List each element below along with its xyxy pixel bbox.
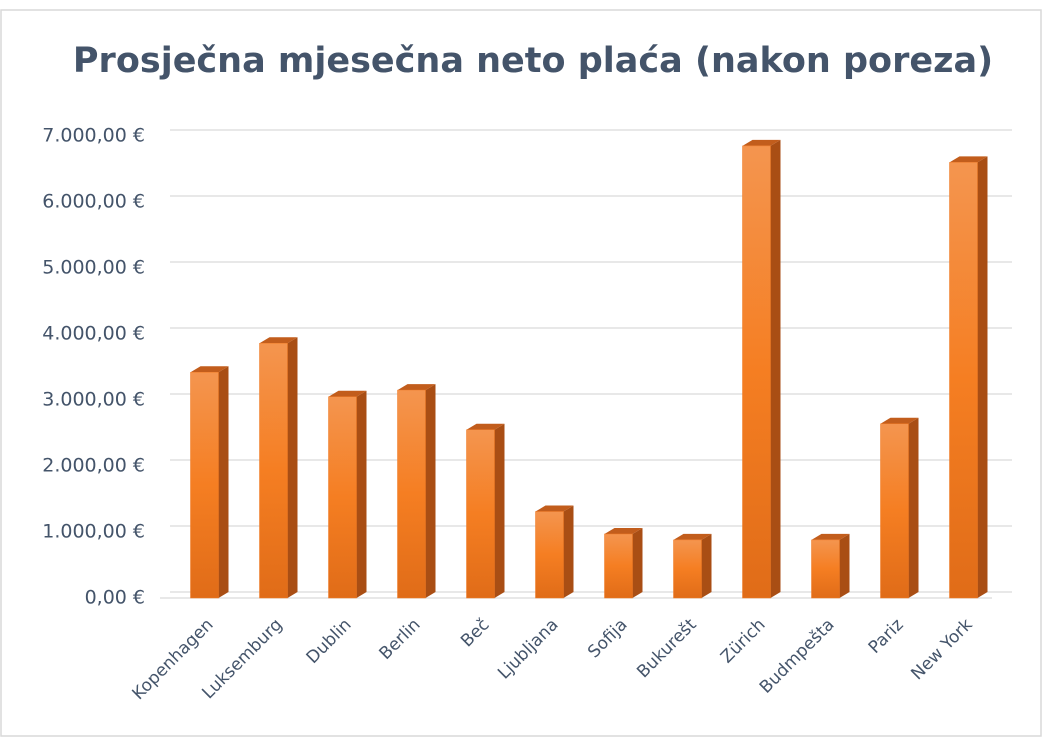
bar	[673, 533, 712, 599]
bar-front	[190, 372, 219, 599]
bar-front	[811, 539, 840, 599]
bar-side	[632, 527, 643, 598]
bar-top	[673, 533, 712, 540]
chart-frame	[0, 9, 1042, 737]
bar-side	[494, 423, 505, 598]
bar-front	[259, 342, 288, 599]
bar-side	[977, 156, 988, 598]
bar-top	[466, 423, 505, 430]
y-tick-label: 6.000,00 €	[42, 191, 145, 213]
bar	[259, 337, 298, 599]
bar-top	[604, 527, 643, 534]
bar-side	[770, 139, 781, 598]
bar-front	[328, 396, 357, 599]
bar	[466, 423, 505, 599]
bar-front	[742, 145, 771, 599]
bar-top	[190, 366, 229, 373]
bar-top	[259, 337, 298, 344]
bar	[880, 417, 919, 599]
y-tick-label: 4.000,00 €	[42, 323, 145, 345]
bar-top	[397, 384, 436, 391]
bar	[535, 505, 574, 599]
bar-front	[604, 533, 633, 599]
bar-top	[949, 156, 988, 163]
bar-side	[287, 337, 298, 598]
y-tick-label: 0,00 €	[85, 587, 145, 609]
bar-front	[880, 423, 909, 599]
bar-top	[742, 139, 781, 146]
bar	[328, 390, 367, 599]
bar	[397, 384, 436, 599]
bar-side	[839, 533, 850, 598]
bar	[811, 533, 850, 599]
bar-top	[811, 533, 850, 540]
y-tick-label: 5.000,00 €	[42, 257, 145, 279]
y-tick-label: 1.000,00 €	[42, 521, 145, 543]
bar-front	[397, 389, 426, 599]
bar-side	[908, 417, 919, 598]
bar-side	[356, 390, 367, 598]
bar-front	[466, 429, 495, 599]
y-tick-label: 2.000,00 €	[42, 455, 145, 477]
bar-top	[880, 417, 919, 424]
bar-front	[949, 162, 978, 599]
bar-front	[673, 539, 702, 599]
bar	[742, 139, 781, 599]
bar	[949, 156, 988, 599]
y-tick-label: 3.000,00 €	[42, 389, 145, 411]
bar-top	[535, 505, 574, 512]
bar	[190, 366, 229, 599]
bar-top	[328, 390, 367, 397]
chart-title: Prosječna mjesečna neto plaća (nakon por…	[73, 41, 993, 81]
bar-side	[563, 505, 574, 598]
y-tick-label: 7.000,00 €	[42, 125, 145, 147]
bar	[604, 527, 643, 599]
bar-side	[218, 366, 229, 598]
bar-side	[701, 533, 712, 598]
bar-front	[535, 511, 564, 599]
bar-side	[425, 384, 436, 598]
